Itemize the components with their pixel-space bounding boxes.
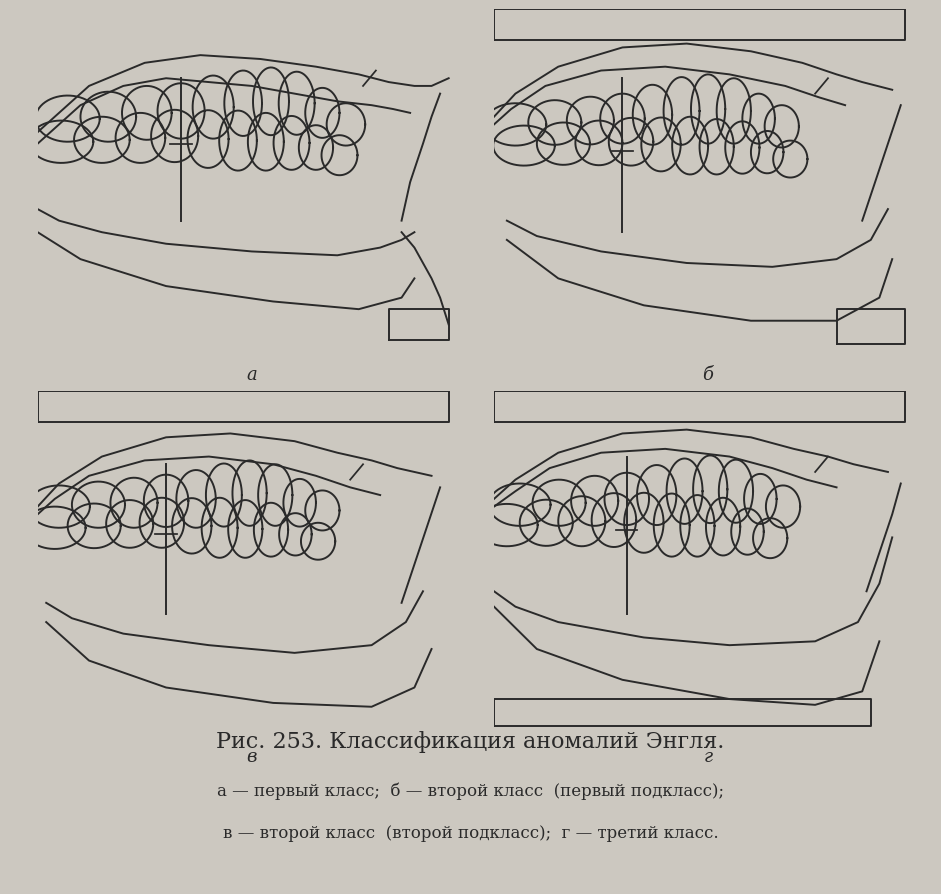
Text: Рис. 253. Классификация аномалий Энгля.: Рис. 253. Классификация аномалий Энгля. bbox=[216, 731, 725, 753]
Text: в — второй класс  (второй подкласс);  г — третий класс.: в — второй класс (второй подкласс); г — … bbox=[223, 824, 718, 842]
Text: а: а bbox=[247, 367, 257, 384]
Text: а — первый класс;  б — второй класс  (первый подкласс);: а — первый класс; б — второй класс (перв… bbox=[217, 782, 724, 800]
Text: в: в bbox=[247, 748, 257, 766]
Text: г: г bbox=[704, 748, 712, 766]
Text: б: б bbox=[703, 367, 713, 384]
